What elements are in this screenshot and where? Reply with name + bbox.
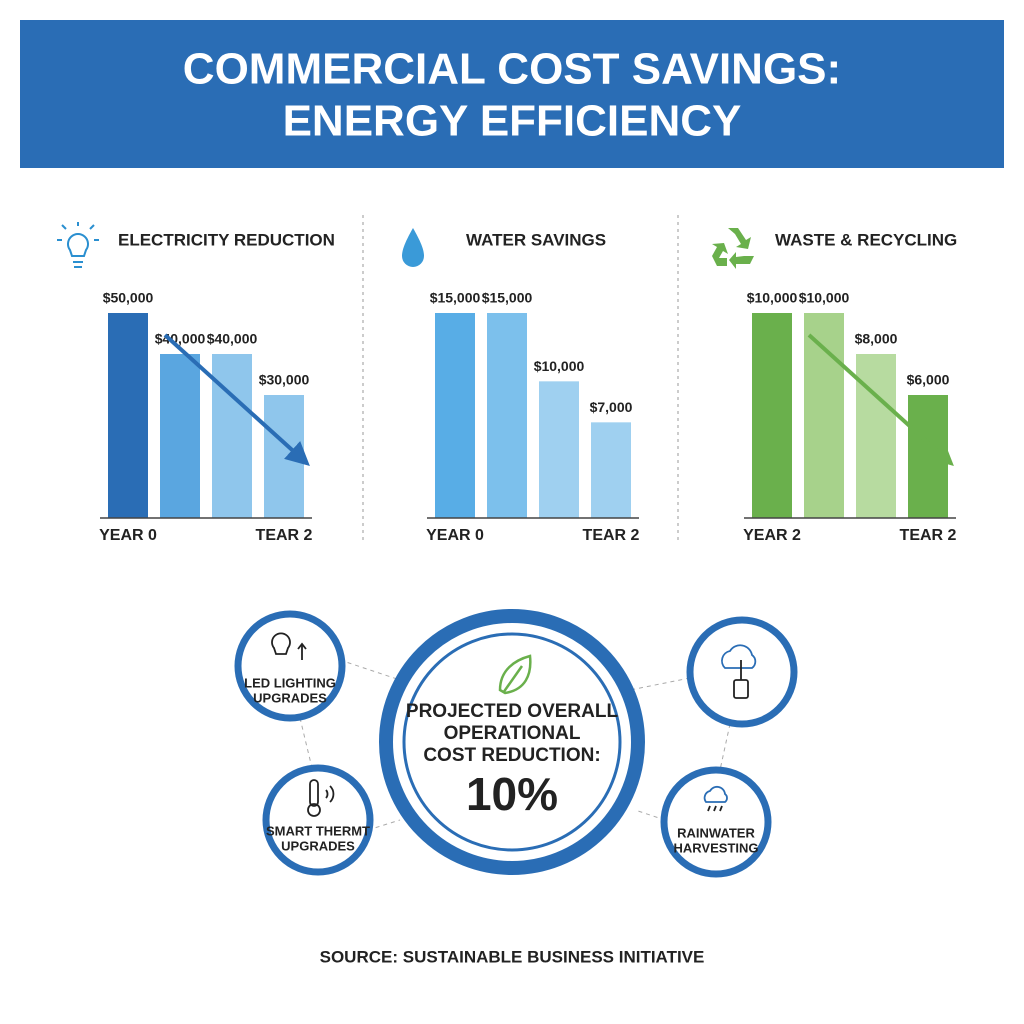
center-text: OPERATIONAL [444,723,581,744]
trend-arrow [163,333,310,467]
x-tick-label: YEAR 2 [743,527,801,544]
bulb-icon [57,222,99,268]
center-value: 10% [466,768,558,820]
bar [539,381,579,518]
center-inner-ring [402,632,622,852]
bar [108,313,148,518]
leaf-icon [498,654,532,695]
value-label: $10,000 [534,358,585,374]
bar [435,313,475,518]
node-label: RAINWATER [677,825,755,840]
node-label: LED LIGHTING [244,675,336,690]
node-label: UPGRADES [253,690,327,705]
node-circle [686,616,798,728]
chart-title: WASTE & RECYCLING [775,230,957,249]
value-label: $30,000 [259,372,310,388]
value-label: $8,000 [855,331,898,347]
chart-title: WATER SAVINGS [466,230,606,249]
connectors [299,659,731,831]
bar [804,313,844,518]
value-label: $10,000 [799,290,850,306]
trend-arrow [807,333,954,467]
value-label: $50,000 [103,290,154,306]
bar [487,313,527,518]
value-label: $40,000 [155,331,206,347]
x-tick-label: YEAR 0 [426,527,484,544]
bar [591,422,631,518]
bar [856,354,896,518]
center-text: PROJECTED OVERALL [406,701,619,722]
header-banner [20,20,1004,168]
x-tick-label: TEAR 2 [583,527,640,544]
value-label: $15,000 [482,290,533,306]
x-tick-label: YEAR 0 [99,527,157,544]
chart-title: ELECTRICITY REDUCTION [118,230,335,249]
node-circle [660,766,772,878]
node-label: SMART THERMT [266,823,370,838]
source: SOURCE: SUSTAINABLE BUSINESS INITIATIVE [320,947,705,966]
value-label: $10,000 [747,290,798,306]
x-tick-label: TEAR 2 [900,527,957,544]
value-label: $15,000 [430,290,481,306]
water-icon [402,228,424,267]
bar [160,354,200,518]
node-label: HARVESTING [674,840,759,855]
node-circle [262,764,374,876]
recycle-icon [712,228,754,269]
x-tick-label: TEAR 2 [256,527,313,544]
header-title: COMMERCIAL COST SAVINGS: [183,45,841,94]
node-circle [234,610,346,722]
header-title: ENERGY EFFICIENCY [283,97,742,146]
node-label: UPGRADES [281,838,355,853]
value-label: $7,000 [590,399,633,415]
value-label: $6,000 [907,372,950,388]
bar [752,313,792,518]
bar [212,354,252,518]
value-label: $40,000 [207,331,258,347]
center-text: COST REDUCTION: [423,745,600,766]
center-ring [379,609,645,875]
node-icons [271,632,757,817]
